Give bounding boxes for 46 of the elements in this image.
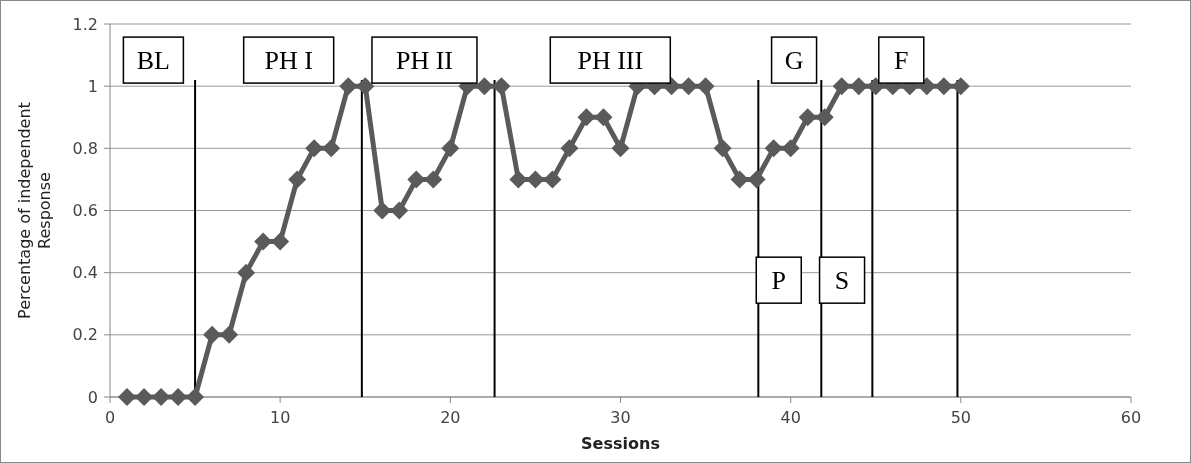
point xyxy=(560,139,579,158)
x-tick-label: 50 xyxy=(950,408,972,427)
point xyxy=(577,108,596,127)
annotation: PH III xyxy=(577,46,644,76)
x-tick-label: 0 xyxy=(104,408,116,427)
point xyxy=(237,263,256,282)
point xyxy=(679,77,698,96)
y-tick-label: 0.6 xyxy=(72,201,98,221)
y-tick-label: 0.8 xyxy=(72,138,98,158)
annotation: S xyxy=(834,266,850,296)
point xyxy=(611,139,630,158)
x-tick-label: 10 xyxy=(269,408,291,427)
annotation: PH II xyxy=(395,46,453,76)
point xyxy=(696,77,715,96)
point xyxy=(356,77,375,96)
point xyxy=(271,232,290,251)
annotation: BL xyxy=(136,46,171,76)
point xyxy=(781,139,800,158)
x-axis-title: Sessions xyxy=(581,434,660,453)
annotation: G xyxy=(784,46,804,76)
x-tick-label: 40 xyxy=(780,408,801,427)
point xyxy=(322,139,341,158)
point xyxy=(832,77,851,96)
annotation: F xyxy=(894,46,909,76)
point xyxy=(713,139,732,158)
point xyxy=(288,170,307,189)
y-tick-label: 0.4 xyxy=(72,263,98,283)
x-tick-label: 20 xyxy=(440,408,461,427)
point xyxy=(220,325,239,344)
point xyxy=(815,108,834,127)
point xyxy=(492,77,511,96)
point xyxy=(475,77,494,96)
y-tick-label: 0.2 xyxy=(72,325,98,345)
point xyxy=(798,108,817,127)
point xyxy=(764,139,783,158)
annotation: PH I xyxy=(264,46,313,76)
y-tick-label: 1 xyxy=(87,76,98,96)
x-tick-label: 30 xyxy=(610,408,631,427)
y-axis-title: Percentage of independent Response xyxy=(15,102,54,319)
x-tick-label: 60 xyxy=(1120,408,1142,427)
y-tick-label: 1.2 xyxy=(72,14,98,34)
point xyxy=(441,139,460,158)
point xyxy=(594,108,613,127)
y-tick-label: 0 xyxy=(87,387,98,407)
annotation: P xyxy=(771,266,786,296)
point xyxy=(186,388,205,406)
